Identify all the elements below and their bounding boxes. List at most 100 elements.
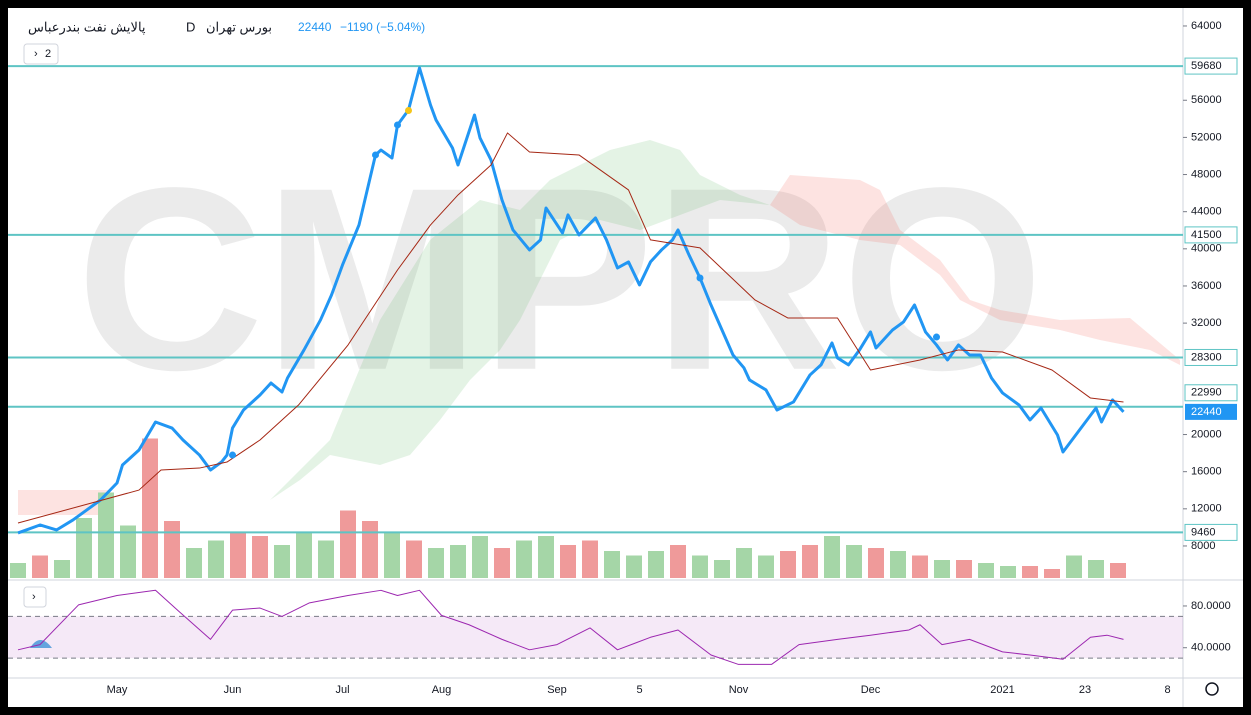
volume-bar: [1000, 566, 1016, 578]
x-tick-label: Aug: [432, 684, 452, 696]
volume-bar: [384, 533, 400, 578]
pane-toggle[interactable]: [23, 586, 47, 608]
volume-bar: [648, 551, 664, 578]
volume-bar: [978, 563, 994, 578]
x-tick-label: 23: [1079, 684, 1091, 696]
signal-marker: [394, 121, 401, 129]
last-price: 22440: [298, 20, 332, 34]
volume-bar: [10, 563, 26, 578]
volume-bar: [208, 540, 224, 578]
y-tick-label: 56000: [1191, 94, 1222, 106]
series-line: [17, 132, 1124, 524]
volume-bar: [516, 540, 532, 578]
legend-toggle[interactable]: [23, 43, 59, 65]
level-label-box: [1184, 384, 1238, 402]
x-tick-label: 2021: [990, 684, 1014, 696]
volume-bar: [142, 438, 158, 578]
volume-bar: [296, 533, 312, 578]
volume-bar: [406, 540, 422, 578]
level-label-box: [1184, 226, 1238, 244]
x-tick-label: 5: [636, 684, 642, 696]
y-tick-label: 20000: [1191, 428, 1222, 440]
x-tick-label: Dec: [861, 684, 881, 696]
volume-bar: [450, 545, 466, 578]
exchange: بورس تهران: [206, 19, 272, 35]
level-label-box: [1184, 523, 1238, 541]
volume-bar: [32, 555, 48, 578]
level-label: 9460: [1191, 526, 1215, 538]
volume-bar: [956, 560, 972, 578]
volume-bar: [582, 540, 598, 578]
signal-marker: [696, 274, 704, 282]
volume-bar: [164, 521, 180, 578]
x-tick-label: Sep: [547, 684, 567, 696]
y-tick-label: 32000: [1191, 317, 1222, 329]
y-tick-label: 64000: [1191, 20, 1222, 32]
rsi-band: [8, 616, 1183, 659]
volume-bar: [736, 548, 752, 578]
symbol-name: پالایش نفت بندرعباس: [28, 19, 146, 35]
volume-bar: [274, 545, 290, 578]
y-tick-label: 8000: [1191, 540, 1215, 552]
level-label: 41500: [1191, 229, 1222, 241]
last-price-label: 22440: [1191, 406, 1222, 418]
volume-bar: [186, 548, 202, 578]
volume-bar: [252, 536, 268, 578]
y-tick-label: 44000: [1191, 206, 1222, 218]
signal-marker: [405, 106, 412, 114]
chevron: ›: [34, 48, 38, 60]
volume-bar: [692, 555, 708, 578]
volume-bar: [120, 525, 136, 578]
volume-bar: [934, 560, 950, 578]
y-tick-label: 40.0000: [1191, 642, 1231, 654]
y-tick-label: 16000: [1191, 466, 1222, 478]
volume-bar: [494, 548, 510, 578]
volume-bar: [626, 555, 642, 578]
y-tick-label: 80.0000: [1191, 600, 1231, 612]
settings-button[interactable]: [1205, 682, 1219, 696]
level-label: 59680: [1191, 60, 1222, 72]
y-tick-label: 40000: [1191, 243, 1222, 255]
volume-bar: [714, 560, 730, 578]
level-label: 22990: [1191, 387, 1222, 399]
volume-bar: [340, 510, 356, 578]
volume-bar: [912, 555, 928, 578]
volume-bar: [362, 521, 378, 578]
volume-bar: [670, 545, 686, 578]
volume-bar: [1022, 566, 1038, 578]
x-tick-label: 8: [1164, 684, 1170, 696]
level-label-box: [1184, 57, 1238, 75]
volume-bar: [1110, 563, 1126, 578]
volume-bar: [846, 545, 862, 578]
level-label-box: [1184, 348, 1238, 366]
y-tick-label: 12000: [1191, 503, 1222, 515]
x-tick-label: May: [107, 684, 128, 696]
interval: D: [186, 19, 195, 34]
volume-bar: [824, 536, 840, 578]
volume-bar: [1066, 555, 1082, 578]
signal-marker: [372, 151, 379, 159]
x-tick-label: Jun: [224, 684, 242, 696]
volume-bar: [76, 518, 92, 578]
y-tick-label: 48000: [1191, 168, 1222, 180]
volume-bar: [758, 555, 774, 578]
legend-count: 2: [45, 48, 51, 60]
chevron: ›: [32, 591, 36, 603]
watermark: CMPRO: [76, 135, 1044, 425]
volume-bar: [1044, 569, 1060, 578]
x-tick-label: Nov: [729, 684, 749, 696]
volume-bar: [318, 540, 334, 578]
volume-bar: [428, 548, 444, 578]
volume-bar: [538, 536, 554, 578]
series-line: [17, 66, 1125, 535]
volume-bar: [54, 560, 70, 578]
y-tick-label: 52000: [1191, 131, 1222, 143]
volume-bar: [230, 533, 246, 578]
volume-bar: [868, 548, 884, 578]
volume-bar: [890, 551, 906, 578]
x-tick-label: Jul: [335, 684, 349, 696]
series-line: [17, 589, 1124, 665]
volume-bar: [1088, 560, 1104, 578]
